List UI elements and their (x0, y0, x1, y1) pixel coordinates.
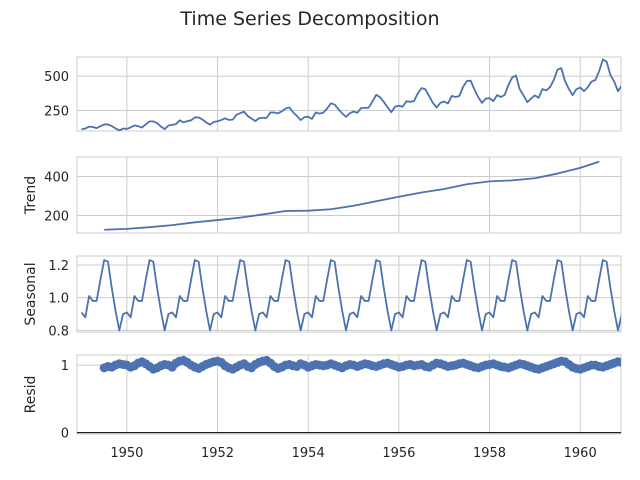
y-tick-label: 0.8 (48, 324, 69, 339)
y-axis-label: Trend (23, 176, 39, 215)
y-tick-label: 400 (44, 170, 69, 185)
panel-frame (76, 156, 622, 234)
y-axis-label: Seasonal (23, 262, 39, 325)
y-tick-label: 1 (61, 359, 69, 374)
y-tick-label: 500 (44, 70, 69, 85)
x-tick-label: 1952 (201, 446, 234, 461)
y-tick-label: 250 (44, 104, 69, 119)
panels-group: 250 500 200 400 Trend 0.8 1.0 1.2 Seasonal 0 1 Resi… (23, 56, 640, 461)
resid-point (636, 362, 640, 371)
resid-point (621, 360, 630, 369)
resid-point (617, 357, 621, 367)
y-axis-label: Resid (23, 376, 39, 414)
x-tick-label: 1958 (473, 446, 506, 461)
y-tick-label: 200 (44, 209, 69, 224)
resid-markers (99, 355, 640, 374)
panel-trend: 200 400 Trend (23, 156, 622, 234)
y-tick-label: 0 (61, 427, 69, 442)
x-tick-label: 1950 (110, 446, 143, 461)
x-tick-label: 1956 (382, 446, 415, 461)
panel-seasonal: 0.8 1.0 1.2 Seasonal (23, 255, 622, 339)
y-tick-label: 1.2 (48, 259, 69, 274)
x-tick-label: 1954 (292, 446, 325, 461)
observed-line (81, 58, 621, 131)
trend-line (104, 160, 600, 231)
resid-point (629, 361, 638, 370)
panel-frame (76, 56, 622, 132)
chart-title: Time Series Decomposition (179, 8, 439, 30)
seasonal-line (80, 259, 621, 332)
resid-point (632, 361, 640, 370)
panel-resid: 0 1 Resid 1950 1952 1954 1956 1958 1960 (23, 354, 640, 461)
panel-observed: 250 500 (44, 56, 622, 132)
resid-point (625, 362, 634, 371)
y-tick-label: 1.0 (48, 292, 69, 307)
x-tick-label: 1960 (564, 446, 597, 461)
